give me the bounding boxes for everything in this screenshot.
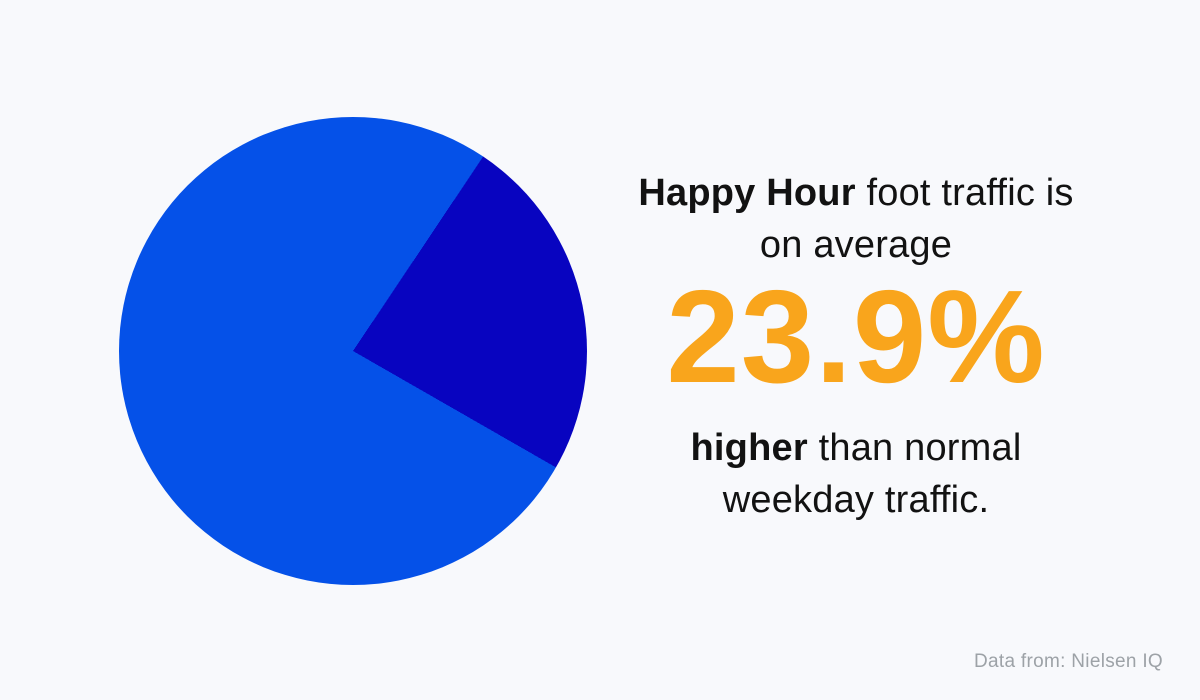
headline: Happy Hour foot traffic is on average <box>606 167 1106 271</box>
subline: higher than normal weekday traffic. <box>606 422 1106 526</box>
data-source-attribution: Data from: Nielsen IQ <box>974 651 1163 672</box>
stat-value: 23.9% <box>666 263 1046 410</box>
subline-line-2: weekday traffic. <box>722 479 990 521</box>
pie-chart <box>119 117 587 585</box>
subline-regular-text: than normal <box>807 427 1022 469</box>
stat-text-block: Happy Hour foot traffic is on average 23… <box>606 167 1106 526</box>
headline-line-1: Happy Hour foot traffic is <box>606 167 1106 219</box>
headline-regular-text: foot traffic is <box>855 172 1074 214</box>
subline-line-1: higher than normal <box>606 422 1106 474</box>
headline-bold-text: Happy Hour <box>638 172 856 214</box>
headline-line-2: on average <box>759 224 953 266</box>
subline-bold-text: higher <box>690 427 808 469</box>
